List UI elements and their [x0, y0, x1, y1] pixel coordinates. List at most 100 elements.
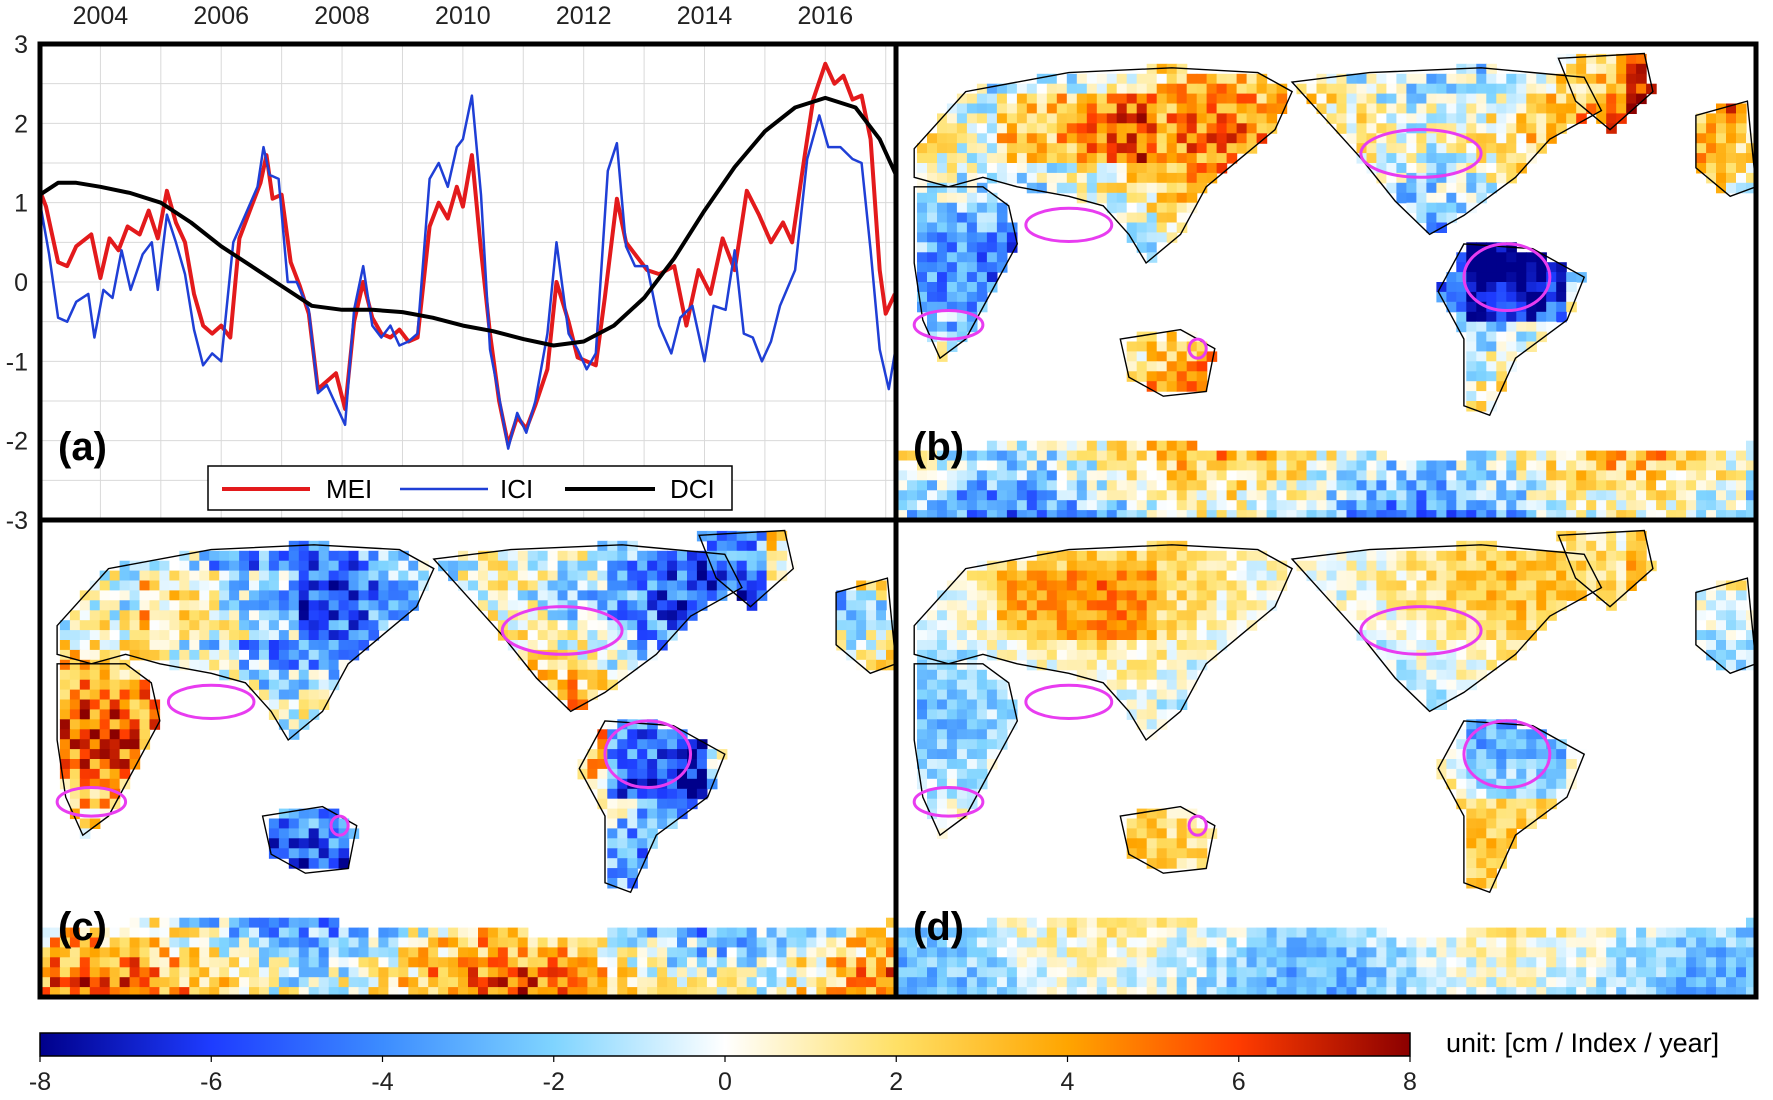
- map-cell: [1176, 490, 1188, 501]
- map-cell: [927, 798, 938, 810]
- map-cell: [1006, 103, 1018, 114]
- map-cell: [1406, 480, 1417, 491]
- map-cell: [1466, 351, 1477, 362]
- map-cell: [1176, 927, 1188, 939]
- map-cell: [607, 937, 618, 948]
- map-cell: [567, 610, 579, 621]
- map-cell: [1296, 510, 1308, 520]
- map-cell: [1246, 560, 1258, 572]
- map-cell: [917, 630, 928, 641]
- map-cell: [996, 480, 1008, 491]
- map-cell: [547, 550, 559, 562]
- map-cell: [109, 630, 121, 641]
- map-cell: [1056, 83, 1068, 95]
- map-cell: [1466, 272, 1477, 283]
- map-cell: [637, 580, 648, 591]
- map-cell: [547, 937, 559, 948]
- map-cell: [308, 659, 320, 671]
- map-cell: [1596, 947, 1607, 958]
- map-cell: [1146, 341, 1158, 352]
- map-cell: [946, 301, 958, 313]
- map-cell: [318, 570, 330, 582]
- map-cell: [1636, 540, 1647, 552]
- map-cell: [647, 630, 658, 641]
- map-cell: [1046, 490, 1058, 501]
- map-cell: [1626, 83, 1637, 95]
- map-cell: [1476, 620, 1487, 631]
- map-cell: [1096, 570, 1108, 582]
- map-cell: [1096, 490, 1108, 501]
- map-cell: [1236, 460, 1248, 471]
- map-cell: [1586, 560, 1597, 572]
- map-cell: [1156, 540, 1168, 552]
- map-cell: [716, 540, 728, 552]
- map-cell: [298, 848, 310, 859]
- map-cell: [1396, 153, 1407, 164]
- map-cell: [1146, 133, 1158, 144]
- map-cell: [537, 640, 549, 651]
- map-cell: [1426, 113, 1437, 124]
- map-cell: [1356, 103, 1368, 114]
- map-cell: [607, 550, 618, 562]
- map-cell: [946, 640, 958, 651]
- map-cell: [677, 759, 688, 770]
- map-cell: [1636, 957, 1647, 968]
- map-cell: [239, 967, 250, 978]
- map-cell: [1166, 848, 1178, 859]
- map-cell: [1176, 640, 1188, 651]
- map-cell: [866, 659, 877, 671]
- map-cell: [1126, 570, 1138, 582]
- map-cell: [1466, 123, 1477, 134]
- map-cell: [348, 640, 360, 651]
- map-cell: [1716, 937, 1727, 948]
- map-cell: [1096, 470, 1108, 481]
- map-cell: [1006, 480, 1018, 491]
- map-cell: [1406, 510, 1417, 520]
- map-cell: [1536, 470, 1547, 481]
- map-cell: [1276, 947, 1288, 958]
- map-cell: [517, 570, 529, 582]
- map-cell: [1226, 153, 1238, 164]
- map-cell: [1596, 510, 1607, 520]
- map-cell: [1536, 510, 1547, 520]
- map-cell: [1146, 679, 1158, 691]
- map-cell: [1056, 103, 1068, 114]
- map-cell: [917, 222, 928, 233]
- map-cell: [1156, 242, 1168, 253]
- map-cell: [1056, 123, 1068, 134]
- map-cell: [1166, 133, 1178, 144]
- map-cell: [886, 927, 896, 939]
- map-cell: [946, 620, 958, 631]
- map-cell: [966, 927, 978, 939]
- map-cell: [1216, 570, 1228, 582]
- map-cell: [1186, 550, 1198, 562]
- map-cell: [1696, 123, 1707, 134]
- map-cell: [1566, 480, 1577, 491]
- map-cell: [816, 957, 827, 968]
- map-cell: [577, 550, 589, 562]
- map-cell: [1556, 560, 1567, 572]
- map-cell: [69, 689, 81, 701]
- map-cell: [1396, 133, 1407, 144]
- map-cell: [557, 967, 569, 978]
- map-cell: [268, 570, 280, 582]
- map-cell: [1356, 927, 1368, 939]
- map-cell: [139, 570, 151, 582]
- map-cell: [1066, 153, 1078, 164]
- map-cell: [1136, 560, 1148, 572]
- map-cell: [1026, 480, 1038, 491]
- map-cell: [796, 987, 808, 997]
- map-cell: [1746, 440, 1756, 452]
- map-cell: [1086, 490, 1098, 501]
- map-cell: [1006, 153, 1018, 164]
- map-cell: [976, 182, 988, 194]
- map-cell: [557, 640, 569, 651]
- map-cell: [1416, 659, 1427, 671]
- map-cell: [1226, 83, 1238, 95]
- map-cell: [1166, 838, 1178, 849]
- map-cell: [139, 580, 151, 591]
- map-cell: [328, 570, 340, 582]
- map-cell: [1206, 927, 1218, 939]
- map-cell: [1316, 560, 1328, 572]
- map-cell: [109, 927, 121, 939]
